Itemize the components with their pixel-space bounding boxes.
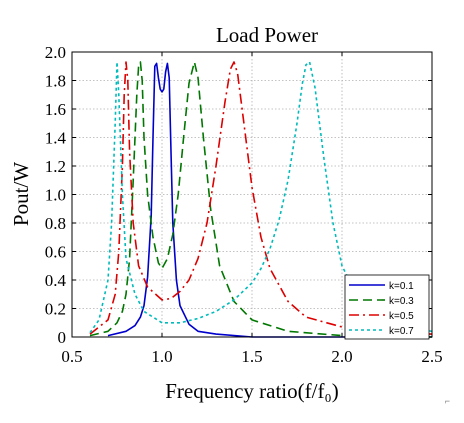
y-tick-label: 1.0 xyxy=(45,186,66,205)
y-tick-label: 1.6 xyxy=(45,100,66,119)
y-tick-label: 1.4 xyxy=(45,129,67,148)
y-tick-label: 0.8 xyxy=(45,214,66,233)
series-line-1 xyxy=(107,62,432,338)
y-tick-label: 0.2 xyxy=(45,300,66,319)
x-tick-label: 1.5 xyxy=(241,347,262,366)
x-tick-label: 1.0 xyxy=(151,347,172,366)
y-tick-label: 0.4 xyxy=(45,271,67,290)
grid-lines xyxy=(71,51,433,338)
x-tick-label: 2.5 xyxy=(421,347,442,366)
y-tick-label: 2.0 xyxy=(45,43,66,62)
x-tick-labels: 0.5 1.0 1.5 2.0 2.5 xyxy=(61,347,442,366)
y-tick-label: 1.8 xyxy=(45,72,66,91)
series-line-3 xyxy=(89,61,433,335)
chart-title: Load Power xyxy=(216,23,318,47)
legend-label: k=0.1 xyxy=(389,281,414,292)
corner-mark: ⌐ xyxy=(444,396,450,406)
series-line-4 xyxy=(89,61,433,334)
y-tick-label: 0 xyxy=(58,328,67,347)
y-axis-label: Pout/W xyxy=(9,162,33,226)
y-tick-label: 1.2 xyxy=(45,157,66,176)
x-tick-label: 2.0 xyxy=(331,347,352,366)
legend-label: k=0.7 xyxy=(389,326,414,337)
series-lines xyxy=(89,61,433,338)
x-tick-label: 0.5 xyxy=(61,347,82,366)
x-axis-label: Frequency ratio(f/f₀) xyxy=(165,379,339,403)
y-tick-label: 0.6 xyxy=(45,243,66,262)
series-line-2 xyxy=(89,61,433,338)
y-tick-labels: 0 0.2 0.4 0.6 0.8 1.0 1.2 1.4 1.6 1.8 2.0 xyxy=(45,43,67,347)
legend-label: k=0.3 xyxy=(389,296,414,307)
legend-label: k=0.5 xyxy=(389,311,414,322)
legend: k=0.1 k=0.3 k=0.5 k=0.7 xyxy=(344,274,430,340)
